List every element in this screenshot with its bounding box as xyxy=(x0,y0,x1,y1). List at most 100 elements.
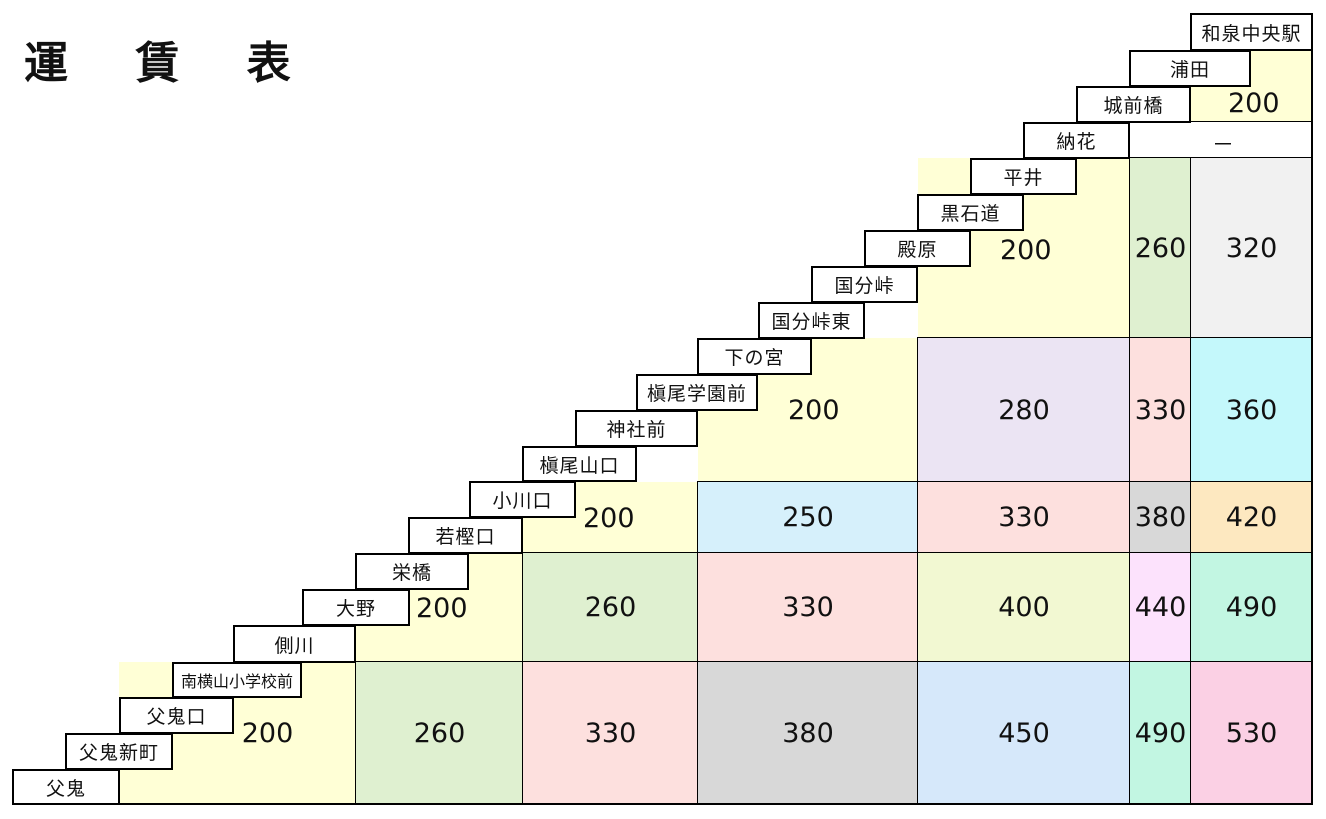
grid-line xyxy=(1311,50,1313,805)
station-name: 大野 xyxy=(335,598,376,620)
station-label: 栄橋 xyxy=(355,553,469,590)
fare-value: 260 xyxy=(584,592,637,623)
fare-value: 250 xyxy=(782,502,834,533)
station-name: 平井 xyxy=(1003,167,1044,189)
station-label: 国分峠東 xyxy=(758,302,865,339)
station-label: 黒石道 xyxy=(917,194,1024,231)
fare-cell: 330 xyxy=(1130,338,1191,482)
station-label: 納花 xyxy=(1023,122,1130,159)
station-name: 神社前 xyxy=(606,419,667,441)
station-name: 槇尾学園前 xyxy=(646,383,747,405)
fare-cell: 440 xyxy=(1130,553,1191,662)
fare-cell: － xyxy=(1130,122,1312,158)
station-name: 槇尾山口 xyxy=(539,454,620,477)
grid-line xyxy=(697,481,698,804)
fare-value: 380 xyxy=(782,717,834,749)
station-label: 和泉中央駅 xyxy=(1190,13,1313,51)
fare-value: 330 xyxy=(1134,394,1187,426)
fare-value: 200 xyxy=(416,593,468,624)
fare-value: 200 xyxy=(241,717,294,749)
fare-cell: 360 xyxy=(1191,338,1312,482)
fare-value: 440 xyxy=(1134,592,1187,623)
station-label: 城前橋 xyxy=(1076,86,1191,123)
station-name: 若樫口 xyxy=(435,526,496,548)
grid-line xyxy=(355,661,356,804)
fare-cell: 260 xyxy=(356,662,523,804)
station-label: 父鬼新町 xyxy=(65,733,173,770)
fare-value: 200 xyxy=(1000,235,1052,266)
grid-line xyxy=(1130,121,1312,122)
grid-line xyxy=(356,661,1312,662)
fare-cell: 530 xyxy=(1191,662,1312,804)
fare-cell: 420 xyxy=(1191,482,1312,553)
station-name: 南横山小学校前 xyxy=(180,672,293,691)
station-name: 国分峠東 xyxy=(771,311,852,333)
fare-cell: 400 xyxy=(918,553,1130,662)
fare-value: 200 xyxy=(788,395,840,426)
fare-cell: 330 xyxy=(523,662,698,804)
fare-value: 200 xyxy=(583,503,635,534)
station-label: 槇尾学園前 xyxy=(636,374,758,411)
fare-cell: 260 xyxy=(523,553,698,662)
station-name: 国分峠 xyxy=(834,275,895,297)
fare-cell: 330 xyxy=(698,553,918,662)
station-name: 黒石道 xyxy=(940,203,1001,225)
station-name: 栄橋 xyxy=(391,562,432,584)
station-name: 城前橋 xyxy=(1103,95,1164,117)
station-label: 神社前 xyxy=(575,410,698,447)
grid-line xyxy=(522,552,523,804)
fare-cell: 490 xyxy=(1130,662,1191,804)
fare-value: 530 xyxy=(1225,717,1278,749)
fare-value: 280 xyxy=(998,394,1050,426)
fare-cell: 280 xyxy=(918,338,1130,482)
grid-line xyxy=(119,803,1312,805)
fare-value: 450 xyxy=(998,717,1050,749)
fare-value: 200 xyxy=(1228,88,1280,119)
grid-line xyxy=(918,337,1312,338)
station-name: 父鬼新町 xyxy=(78,742,159,764)
station-name: 父鬼口 xyxy=(146,706,207,728)
fare-value: 380 xyxy=(1134,502,1187,533)
fare-cell: 330 xyxy=(918,482,1130,553)
fare-cell: 380 xyxy=(698,662,918,804)
station-label: 浦田 xyxy=(1129,50,1251,87)
grid-line xyxy=(917,337,918,804)
station-label: 殿原 xyxy=(864,230,971,267)
grid-line xyxy=(1129,121,1130,804)
station-label: 南横山小学校前 xyxy=(172,662,302,698)
grid-line xyxy=(698,481,1312,482)
fare-value: 260 xyxy=(413,717,466,749)
fare-table-title: 運 賃 表 xyxy=(24,38,317,89)
station-name: 下の宮 xyxy=(724,347,785,369)
fare-cell: 260 xyxy=(1130,158,1191,338)
fare-value: 330 xyxy=(782,592,834,623)
fare-value: 490 xyxy=(1134,717,1187,749)
station-label: 大野 xyxy=(302,589,410,626)
station-label: 側川 xyxy=(233,625,356,663)
station-label: 国分峠 xyxy=(811,266,918,303)
station-name: 側川 xyxy=(274,634,315,657)
station-label: 平井 xyxy=(970,158,1077,195)
fare-value: 490 xyxy=(1225,592,1278,623)
station-name: 父鬼 xyxy=(45,777,86,800)
fare-value: 360 xyxy=(1225,394,1278,426)
fare-cell: 450 xyxy=(918,662,1130,804)
fare-cell: 380 xyxy=(1130,482,1191,553)
grid-line xyxy=(1130,157,1312,158)
station-name: 和泉中央駅 xyxy=(1201,22,1302,45)
fare-value: 330 xyxy=(584,717,637,749)
fare-cell: 490 xyxy=(1191,553,1312,662)
fare-value: － xyxy=(1212,133,1235,158)
fare-value: 420 xyxy=(1225,502,1278,533)
fare-value: 330 xyxy=(998,502,1050,533)
station-name: 浦田 xyxy=(1169,59,1210,81)
grid-line xyxy=(1190,157,1191,804)
fare-value: 320 xyxy=(1225,232,1278,264)
fare-cell: 250 xyxy=(698,482,918,553)
station-label: 下の宮 xyxy=(697,338,812,375)
station-label: 槇尾山口 xyxy=(522,446,637,482)
station-name: 納花 xyxy=(1056,131,1097,153)
fare-cell: 320 xyxy=(1191,158,1312,338)
station-name: 殿原 xyxy=(897,239,938,261)
